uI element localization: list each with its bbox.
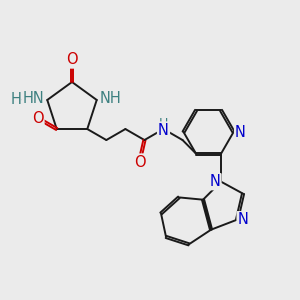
Text: H–N: H–N — [10, 92, 39, 107]
Text: H: H — [159, 116, 168, 130]
Text: NH: NH — [100, 92, 122, 106]
Text: HN: HN — [22, 92, 44, 106]
Text: N: N — [235, 124, 246, 140]
Text: N: N — [238, 212, 248, 227]
Text: O: O — [134, 154, 145, 169]
Text: N: N — [158, 122, 169, 137]
Text: O: O — [66, 52, 78, 68]
Text: O: O — [32, 110, 44, 125]
Text: N: N — [210, 174, 220, 189]
